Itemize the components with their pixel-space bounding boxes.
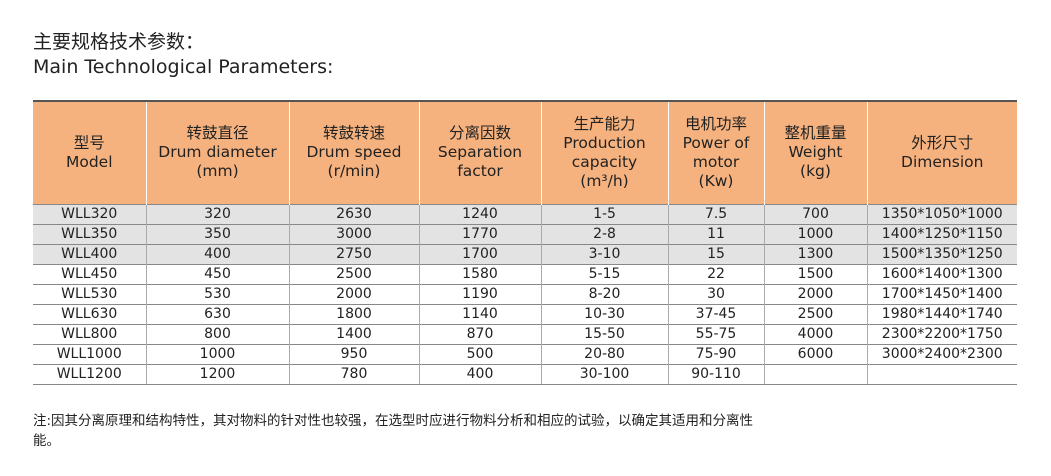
- cell-model: WLL630: [33, 303, 146, 324]
- cell-dimension: 2300*2200*1750: [866, 323, 1017, 344]
- header-production-capacity: 生产能力 Production capacity (m³/h): [540, 100, 668, 204]
- parameters-table-container: 型号 Model 转鼓直径 Drum diameter (mm) 转鼓转速 Dr…: [33, 100, 1017, 385]
- cell-production-capacity: 5-15: [540, 263, 668, 284]
- cell-production-capacity: 15-50: [540, 323, 668, 344]
- cell-dimension: 1400*1250*1150: [866, 223, 1017, 244]
- cell-separation-factor: 870: [418, 323, 541, 344]
- cell-model: WLL1200: [33, 363, 146, 385]
- cell-drum-diameter: 630: [145, 303, 289, 324]
- cell-weight: 2000: [763, 283, 867, 304]
- header-motor-power: 电机功率 Power of motor (Kw): [667, 100, 764, 204]
- cell-separation-factor: 1770: [418, 223, 541, 244]
- header-dimension: 外形尺寸 Dimension: [866, 100, 1017, 204]
- table-row: WLL320 320 2630 1240 1-5 7.5 700 1350*1050*1000: [33, 203, 1017, 224]
- header-separation-factor: 分离因数 Separation factor: [418, 100, 541, 204]
- cell-drum-diameter: 800: [145, 323, 289, 344]
- cell-dimension: 1500*1350*1250: [866, 243, 1017, 264]
- cell-drum-diameter: 400: [145, 243, 289, 264]
- cell-drum-speed: 780: [288, 363, 419, 385]
- cell-production-capacity: 1-5: [540, 203, 668, 224]
- cell-production-capacity: 8-20: [540, 283, 668, 304]
- header-drum-diameter: 转鼓直径 Drum diameter (mm): [145, 100, 289, 204]
- header-model: 型号 Model: [33, 100, 146, 204]
- cell-dimension: 1700*1450*1400: [866, 283, 1017, 304]
- cell-separation-factor: 1700: [418, 243, 541, 264]
- cell-drum-speed: 1400: [288, 323, 419, 344]
- title-en: Main Technological Parameters:: [33, 56, 334, 78]
- cell-motor-power: 90-110: [667, 363, 764, 385]
- cell-model: WLL530: [33, 283, 146, 304]
- cell-weight: [763, 363, 867, 385]
- table-row: WLL800 800 1400 870 15-50 55-75 4000 2300*2200*…: [33, 323, 1017, 344]
- header-weight: 整机重量 Weight (kg): [763, 100, 867, 204]
- cell-drum-diameter: 1000: [145, 343, 289, 364]
- cell-model: WLL400: [33, 243, 146, 264]
- cell-motor-power: 30: [667, 283, 764, 304]
- cell-weight: 1300: [763, 243, 867, 264]
- cell-drum-diameter: 1200: [145, 363, 289, 385]
- cell-production-capacity: 30-100: [540, 363, 668, 385]
- cell-separation-factor: 500: [418, 343, 541, 364]
- cell-weight: 1500: [763, 263, 867, 284]
- cell-model: WLL800: [33, 323, 146, 344]
- cell-drum-speed: 950: [288, 343, 419, 364]
- cell-dimension: [866, 363, 1017, 385]
- table-row: WLL630 630 1800 1140 10-30 37-45 2500 1980*1440…: [33, 303, 1017, 324]
- title-cn: 主要规格技术参数：: [33, 31, 205, 53]
- cell-motor-power: 15: [667, 243, 764, 264]
- cell-weight: 2500: [763, 303, 867, 324]
- cell-production-capacity: 2-8: [540, 223, 668, 244]
- cell-separation-factor: 1240: [418, 203, 541, 224]
- cell-drum-speed: 2000: [288, 283, 419, 304]
- cell-motor-power: 55-75: [667, 323, 764, 344]
- table-row: WLL530 530 2000 1190 8-20 30 2000 1700*1450*140…: [33, 283, 1017, 304]
- cell-separation-factor: 1190: [418, 283, 541, 304]
- table-row: WLL400 400 2750 1700 3-10 15 1300 1500*1350*125…: [33, 243, 1017, 264]
- cell-motor-power: 7.5: [667, 203, 764, 224]
- cell-production-capacity: 3-10: [540, 243, 668, 264]
- cell-motor-power: 37-45: [667, 303, 764, 324]
- cell-weight: 1000: [763, 223, 867, 244]
- cell-separation-factor: 400: [418, 363, 541, 385]
- table-row: WLL1200 1200 780 400 30-100 90-110: [33, 363, 1017, 385]
- cell-model: WLL450: [33, 263, 146, 284]
- table-body: WLL320 320 2630 1240 1-5 7.5 700 1350*1050*1000…: [33, 203, 1017, 385]
- cell-motor-power: 75-90: [667, 343, 764, 364]
- table-row: WLL450 450 2500 1580 5-15 22 1500 1600*1400*130…: [33, 263, 1017, 284]
- cell-separation-factor: 1580: [418, 263, 541, 284]
- cell-production-capacity: 20-80: [540, 343, 668, 364]
- cell-drum-speed: 2500: [288, 263, 419, 284]
- cell-drum-speed: 3000: [288, 223, 419, 244]
- table-row: WLL350 350 3000 1770 2-8 11 1000 1400*1250*1150: [33, 223, 1017, 244]
- cell-drum-diameter: 350: [145, 223, 289, 244]
- cell-weight: 6000: [763, 343, 867, 364]
- cell-model: WLL320: [33, 203, 146, 224]
- parameters-table: 型号 Model 转鼓直径 Drum diameter (mm) 转鼓转速 Dr…: [33, 100, 1017, 385]
- page-title: 主要规格技术参数： Main Technological Parameters:: [33, 30, 333, 80]
- cell-dimension: 1600*1400*1300: [866, 263, 1017, 284]
- cell-model: WLL350: [33, 223, 146, 244]
- cell-separation-factor: 1140: [418, 303, 541, 324]
- table-header-row: 型号 Model 转鼓直径 Drum diameter (mm) 转鼓转速 Dr…: [33, 100, 1017, 204]
- cell-production-capacity: 10-30: [540, 303, 668, 324]
- cell-dimension: 1980*1440*1740: [866, 303, 1017, 324]
- cell-dimension: 1350*1050*1000: [866, 203, 1017, 224]
- cell-drum-speed: 2630: [288, 203, 419, 224]
- cell-motor-power: 22: [667, 263, 764, 284]
- cell-drum-diameter: 320: [145, 203, 289, 224]
- cell-weight: 4000: [763, 323, 867, 344]
- header-drum-speed: 转鼓转速 Drum speed (r/min): [288, 100, 419, 204]
- cell-drum-diameter: 450: [145, 263, 289, 284]
- cell-drum-speed: 1800: [288, 303, 419, 324]
- cell-dimension: 3000*2400*2300: [866, 343, 1017, 364]
- cell-weight: 700: [763, 203, 867, 224]
- cell-drum-speed: 2750: [288, 243, 419, 264]
- table-row: WLL1000 1000 950 500 20-80 75-90 6000 3000*2400…: [33, 343, 1017, 364]
- cell-model: WLL1000: [33, 343, 146, 364]
- cell-drum-diameter: 530: [145, 283, 289, 304]
- cell-motor-power: 11: [667, 223, 764, 244]
- footnote: 注:因其分离原理和结构特性，其对物料的针对性也较强，在选型时应进行物料分析和相应…: [33, 413, 754, 449]
